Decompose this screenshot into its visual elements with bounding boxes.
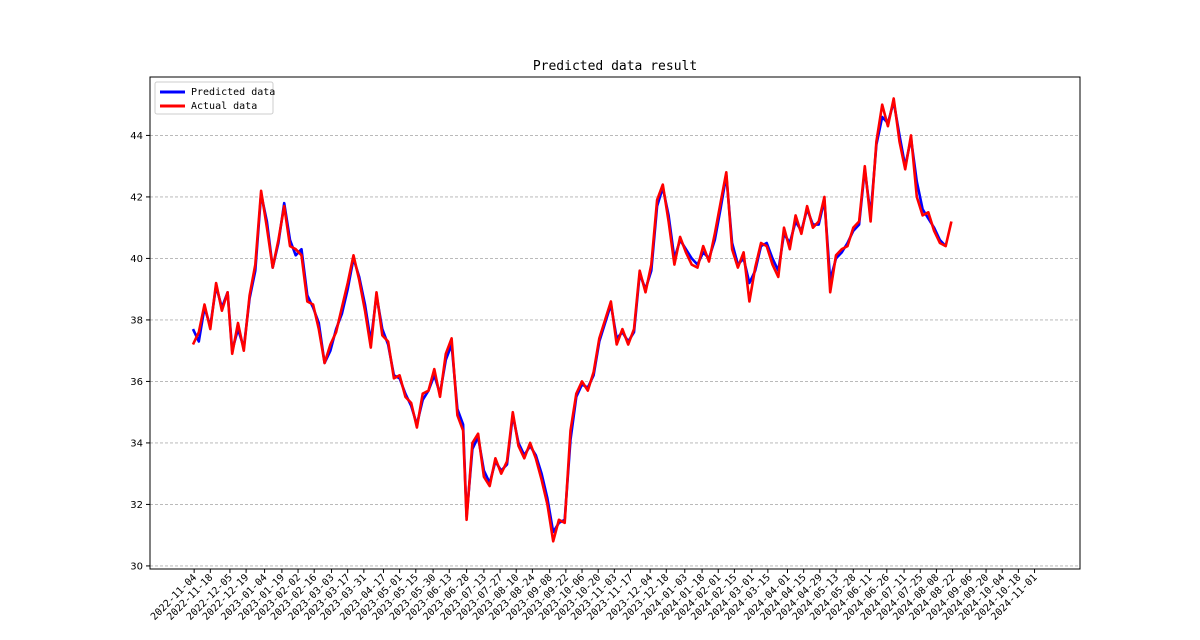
plot-area-frame	[149, 76, 1081, 570]
y-tick-label: 42	[130, 192, 143, 203]
legend-label-predicted: Predicted data	[191, 87, 275, 98]
y-tick-label: 32	[130, 500, 143, 511]
y-tick-label: 34	[130, 438, 143, 449]
y-tick-label: 30	[130, 561, 143, 572]
y-tick-label: 38	[130, 315, 143, 326]
actual-data-line	[191, 97, 953, 543]
y-tick-label: 44	[130, 131, 143, 142]
y-tick-label: 36	[130, 377, 143, 388]
grid-lines	[150, 135, 1080, 567]
chart-title: Predicted data result	[533, 59, 697, 74]
y-tick-label: 40	[130, 254, 143, 265]
legend: Predicted data Actual data	[154, 81, 275, 115]
y-axis: 30 32 34 36 38 40 42 44	[130, 131, 150, 572]
x-axis: 2022-11-042022-11-182022-12-052022-12-19…	[149, 569, 1040, 623]
series-lines	[191, 97, 953, 543]
legend-label-actual: Actual data	[191, 101, 257, 112]
